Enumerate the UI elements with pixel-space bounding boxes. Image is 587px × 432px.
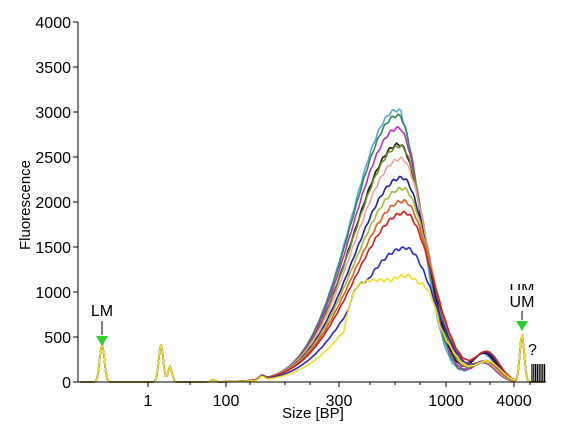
x-axis: 1 100 300 1000 4000 bbox=[78, 381, 546, 410]
upper-marker-label-overlap: UM bbox=[510, 280, 535, 297]
x-axis-title: Size [BP] bbox=[282, 405, 344, 422]
x-tick-label: 1 bbox=[144, 393, 153, 410]
upper-marker-annotation: UM UM bbox=[510, 280, 535, 331]
y-tick-label: 2000 bbox=[35, 195, 71, 212]
y-tick-label: 2500 bbox=[35, 150, 71, 167]
plot-background bbox=[78, 24, 546, 382]
right-edge-peak-bars bbox=[531, 364, 546, 382]
lower-marker-arrow-icon bbox=[96, 336, 108, 346]
y-axis: 0 500 1000 1500 2000 2500 3000 3500 4000 bbox=[35, 15, 79, 392]
upper-marker-arrow-icon bbox=[516, 321, 528, 331]
y-tick-label: 4000 bbox=[35, 15, 71, 32]
y-tick-label: 0 bbox=[62, 375, 71, 392]
plot-area bbox=[78, 24, 546, 382]
y-tick-label: 500 bbox=[44, 330, 71, 347]
y-tick-label: 1500 bbox=[35, 240, 71, 257]
y-axis-title: Fluorescence bbox=[17, 160, 34, 250]
x-tick-label: 1000 bbox=[428, 393, 464, 410]
x-tick-label: 300 bbox=[326, 393, 353, 410]
unknown-peak-label: ? bbox=[528, 342, 537, 359]
series-line bbox=[80, 273, 545, 383]
y-tick-label: 3500 bbox=[35, 60, 71, 77]
lower-marker-label: LM bbox=[91, 303, 113, 320]
y-tick-label: 3000 bbox=[35, 105, 71, 122]
upper-marker-label: UM bbox=[510, 294, 535, 311]
lower-marker-annotation: LM bbox=[91, 303, 113, 346]
x-tick-label: 4000 bbox=[496, 393, 532, 410]
y-tick-label: 1000 bbox=[35, 285, 71, 302]
x-ticks: 1 100 300 1000 4000 bbox=[144, 382, 532, 410]
series-layer bbox=[80, 108, 545, 383]
y-ticks: 0 500 1000 1500 2000 2500 3000 3500 4000 bbox=[35, 15, 78, 392]
x-tick-label: 100 bbox=[213, 393, 240, 410]
